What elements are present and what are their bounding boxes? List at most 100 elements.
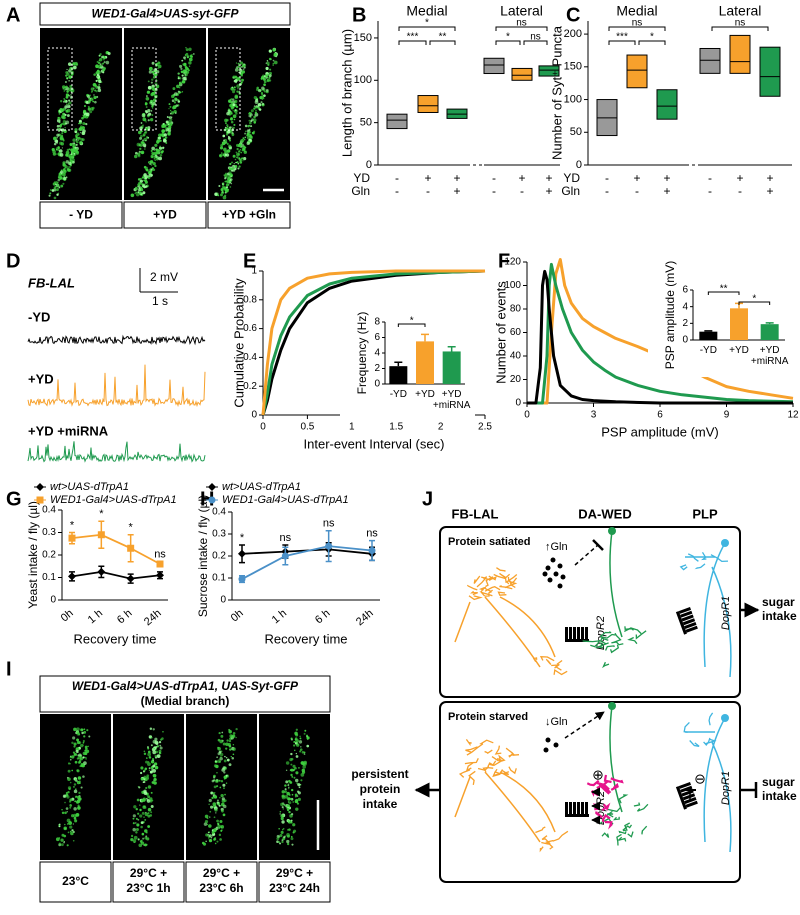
fluorescent-punctum	[233, 162, 235, 165]
micrograph	[186, 714, 257, 860]
fluorescent-punctum	[232, 114, 237, 119]
fluorescent-punctum	[168, 103, 171, 106]
neurite	[601, 785, 612, 794]
fluorescent-punctum	[224, 174, 228, 178]
fluorescent-punctum	[147, 814, 151, 818]
fluorescent-punctum	[70, 94, 72, 96]
legend-label: wt>UAS-dTrpA1	[222, 481, 301, 493]
fluorescent-punctum	[289, 769, 292, 772]
fluorescent-punctum	[214, 842, 217, 845]
panel-letter: I	[6, 658, 12, 680]
fluorescent-punctum	[147, 825, 151, 828]
y-tick-label: 0	[366, 159, 372, 171]
fluorescent-punctum	[72, 839, 75, 842]
row-value: +	[545, 171, 552, 185]
fluorescent-punctum	[244, 136, 247, 139]
fluorescent-punctum	[269, 58, 272, 61]
fluorescent-punctum	[182, 73, 185, 75]
fluorescent-punctum	[232, 103, 236, 107]
receptor-unit	[585, 627, 588, 639]
y-tick-label: 0.4	[243, 352, 257, 363]
fluorescent-punctum	[74, 760, 78, 764]
fluorescent-punctum	[150, 164, 153, 166]
fluorescent-punctum	[56, 188, 59, 192]
fluorescent-punctum	[80, 137, 84, 141]
fluorescent-punctum	[145, 776, 150, 781]
fluorescent-punctum	[69, 763, 71, 765]
fluorescent-punctum	[235, 151, 237, 154]
fluorescent-punctum	[269, 68, 272, 71]
fluorescent-punctum	[290, 837, 294, 841]
fluorescent-punctum	[180, 67, 183, 71]
fluorescent-punctum	[219, 154, 221, 157]
neurite	[458, 769, 471, 778]
fluorescent-punctum	[306, 744, 310, 748]
x-tick-label: 1 h	[86, 607, 105, 626]
fluorescent-punctum	[83, 728, 86, 731]
fluorescent-punctum	[66, 776, 69, 779]
significance-bracket	[398, 26, 456, 31]
fluorescent-punctum	[289, 797, 292, 800]
fluorescent-punctum	[81, 131, 86, 136]
fluorescent-punctum	[151, 78, 154, 81]
fluorescent-punctum	[75, 150, 79, 154]
data-line	[527, 258, 794, 405]
fluorescent-punctum	[173, 101, 177, 104]
fluorescent-punctum	[188, 47, 192, 51]
fluorescent-punctum	[232, 154, 236, 158]
panel-title: WED1-Gal4>UAS-dTrpA1, UAS-Syt-GFP	[72, 679, 299, 693]
fluorescent-punctum	[234, 168, 237, 171]
panel-letter: H	[200, 488, 214, 510]
y-tick-label: 0.2	[243, 381, 257, 392]
data-line	[241, 545, 373, 580]
row-label: YD	[563, 171, 580, 185]
label-line: +YD	[415, 389, 435, 400]
fluorescent-punctum	[263, 83, 266, 86]
fluorescent-punctum	[64, 126, 66, 129]
fluorescent-punctum	[152, 768, 157, 773]
image-caption: 29°C +	[276, 866, 313, 880]
fluorescent-punctum	[62, 112, 65, 116]
receptor	[565, 802, 589, 817]
caption-box	[258, 861, 331, 903]
fluorescent-punctum	[242, 68, 245, 71]
neurite	[497, 591, 507, 596]
fluorescent-punctum	[236, 161, 239, 164]
fluorescent-punctum	[159, 139, 162, 142]
error-bar	[394, 361, 403, 367]
fluorescent-punctum	[77, 755, 82, 760]
fluorescent-punctum	[223, 147, 227, 152]
x-tick-label: 9	[724, 410, 730, 421]
x-tick-label: 1	[349, 422, 355, 433]
significance-label: *	[506, 32, 510, 43]
fluorescent-punctum	[257, 89, 262, 93]
fluorescent-punctum	[69, 153, 71, 156]
fluorescent-punctum	[77, 804, 80, 807]
fluorescent-punctum	[149, 160, 154, 164]
fluorescent-punctum	[211, 796, 214, 800]
fluorescent-punctum	[168, 116, 172, 120]
fluorescent-punctum	[78, 122, 80, 125]
fluorescent-punctum	[98, 83, 101, 86]
label-line: +miRNA	[751, 356, 789, 367]
image-caption: 23°C 1h	[126, 881, 170, 895]
fluorescent-punctum	[52, 149, 56, 154]
fluorescent-punctum	[181, 59, 184, 62]
fluorescent-punctum	[73, 807, 77, 811]
fluorescent-punctum	[146, 757, 148, 759]
neurite	[636, 803, 649, 812]
fluorescent-punctum	[239, 149, 242, 151]
fluorescent-punctum	[235, 109, 237, 112]
data-line	[71, 570, 161, 580]
box	[699, 47, 721, 74]
y-tick-label: 0	[50, 595, 56, 606]
fluorescent-punctum	[59, 176, 63, 180]
fluorescent-punctum	[150, 811, 153, 814]
fluorescent-punctum	[82, 775, 85, 778]
fluorescent-punctum	[144, 178, 148, 183]
fluorescent-punctum	[92, 100, 95, 103]
fluorescent-punctum	[216, 801, 219, 804]
gln-label: ↓Gln	[545, 716, 568, 728]
fluorescent-punctum	[101, 62, 104, 65]
fluorescent-punctum	[155, 742, 159, 746]
